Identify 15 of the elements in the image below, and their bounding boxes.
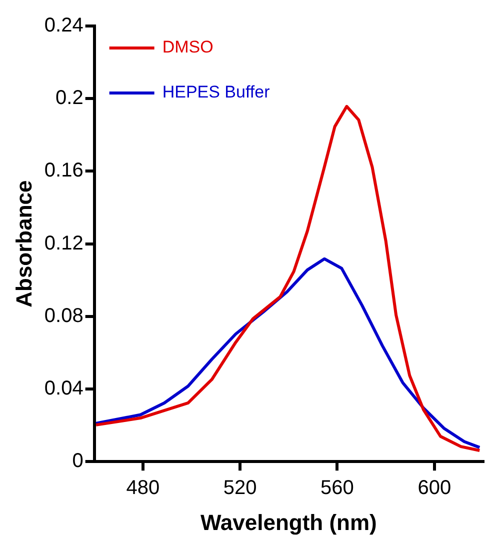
x-tick-label: 480 xyxy=(126,477,160,500)
y-tick-label: 0.2 xyxy=(56,87,84,110)
y-tick-label: 0.12 xyxy=(44,232,84,254)
y-tick-label: 0.24 xyxy=(44,14,84,37)
legend-label: HEPES Buffer xyxy=(162,82,270,102)
x-tick-label: 520 xyxy=(223,477,257,500)
y-tick-label: 0.08 xyxy=(44,304,84,327)
x-axis-title: Wavelength (nm) xyxy=(200,510,377,535)
x-tick-label: 600 xyxy=(418,477,452,500)
y-tick-label: 0 xyxy=(72,450,84,472)
y-tick-label: 0.16 xyxy=(44,160,84,182)
y-tick-label: 0.04 xyxy=(44,378,84,400)
y-axis-title: Absorbance xyxy=(11,180,36,308)
legend-label: DMSO xyxy=(162,38,214,57)
x-tick-label: 560 xyxy=(320,477,354,500)
